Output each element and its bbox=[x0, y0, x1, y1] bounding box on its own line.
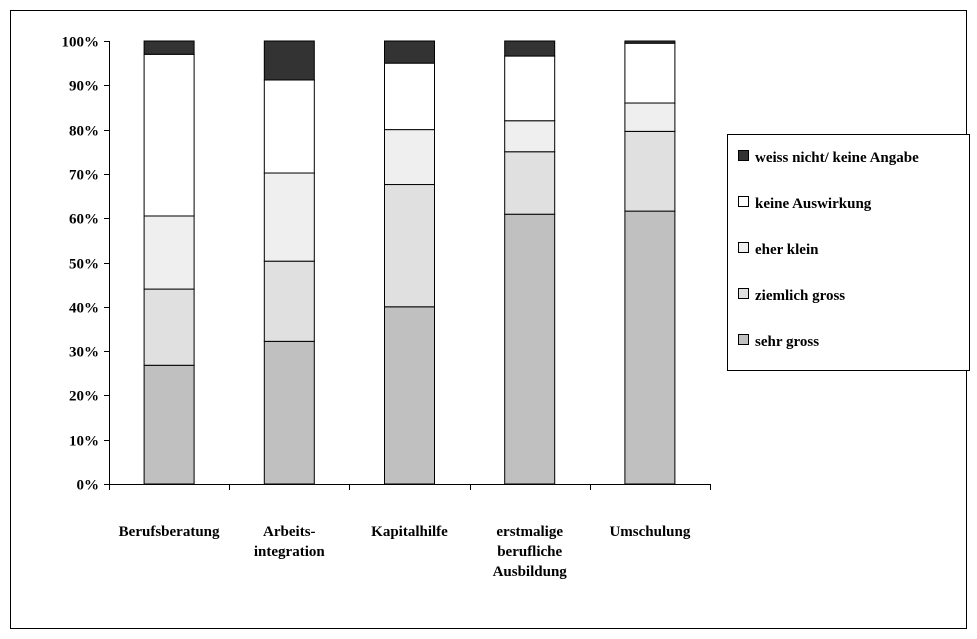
bar-segment bbox=[263, 79, 315, 174]
bar-segment bbox=[504, 40, 556, 57]
bar-segment bbox=[384, 306, 435, 485]
bar-segment bbox=[143, 215, 195, 290]
bar-segment bbox=[504, 55, 556, 122]
bar-segment bbox=[384, 62, 435, 131]
x-category-label: Kapitalhilfe bbox=[371, 524, 448, 540]
legend-swatch bbox=[738, 288, 749, 299]
bar-segment bbox=[504, 120, 556, 153]
bar-segment bbox=[624, 40, 676, 44]
x-category-label: Arbeits-integration bbox=[254, 524, 325, 560]
bar-segment bbox=[504, 151, 556, 215]
y-tick-label: 50% bbox=[69, 257, 99, 273]
legend-swatch bbox=[738, 334, 749, 345]
bar-segment bbox=[384, 184, 435, 308]
bar-segment bbox=[263, 40, 315, 81]
y-tick-label: 10% bbox=[69, 434, 99, 450]
y-tick-label: 20% bbox=[69, 389, 99, 405]
legend-swatch bbox=[738, 242, 749, 253]
bar-segment bbox=[624, 210, 676, 485]
x-axis: Berufsberatung Arbeits-integration Kapital… bbox=[109, 484, 711, 580]
y-tick-label: 60% bbox=[69, 212, 99, 228]
legend-swatch bbox=[738, 196, 749, 207]
bar-segment bbox=[263, 340, 315, 485]
x-category-label: Berufsberatung bbox=[119, 524, 220, 540]
bar-segment bbox=[143, 364, 195, 485]
y-tick-label: 40% bbox=[69, 301, 99, 317]
bar-segment bbox=[263, 260, 315, 342]
bar-segment bbox=[384, 40, 435, 64]
legend-item-label: ziemlich gross bbox=[755, 288, 845, 304]
y-tick-label: 30% bbox=[69, 345, 99, 361]
y-tick-label: 100% bbox=[62, 35, 100, 51]
bar-segment bbox=[263, 172, 315, 262]
bars bbox=[143, 40, 676, 485]
y-tick-label: 80% bbox=[69, 124, 99, 140]
legend-item-label: eher klein bbox=[755, 242, 819, 258]
y-tick-label: 70% bbox=[69, 168, 99, 184]
y-tick-label: 90% bbox=[69, 79, 99, 95]
bar-segment bbox=[504, 213, 556, 485]
bar-segment bbox=[624, 42, 676, 104]
bar-segment bbox=[143, 40, 195, 55]
bar-segment bbox=[143, 288, 195, 366]
legend-swatch bbox=[738, 150, 749, 161]
legend-box bbox=[727, 134, 970, 371]
x-category-label: Umschulung bbox=[609, 524, 690, 540]
legend: weiss nicht/ keine Angabe keine Auswirkun… bbox=[727, 134, 970, 371]
y-axis: 0% 10% 20% 30% 40% 50% 60% 70% 80% 90% 100% bbox=[62, 35, 110, 494]
y-tick-label: 0% bbox=[77, 478, 100, 494]
x-category-label: erstmalige berufliche Ausbildung bbox=[493, 524, 568, 580]
bar-segment bbox=[384, 129, 435, 186]
bar-segment bbox=[624, 102, 676, 132]
bar-segment bbox=[143, 53, 195, 217]
bar-segment bbox=[624, 130, 676, 212]
legend-item-label: sehr gross bbox=[755, 334, 819, 350]
legend-item-label: keine Auswirkung bbox=[755, 196, 872, 212]
legend-item-label: weiss nicht/ keine Angabe bbox=[755, 150, 919, 166]
